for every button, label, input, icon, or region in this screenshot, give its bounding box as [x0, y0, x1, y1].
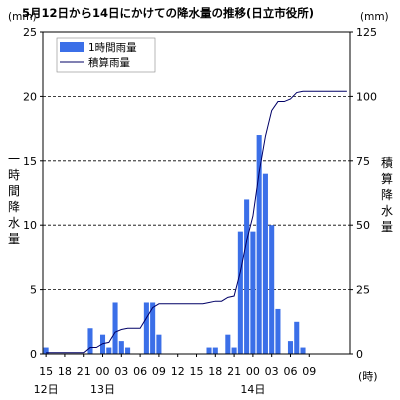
rain-bar	[212, 347, 218, 354]
x-tick-label: 15	[39, 365, 53, 378]
rain-bar	[125, 347, 131, 354]
legend-line-label: 積算雨量	[88, 56, 130, 69]
rain-bar	[275, 308, 281, 354]
rain-bar	[156, 334, 162, 354]
x-tick-label: 03	[114, 365, 128, 378]
right-tick-label: 125	[356, 26, 377, 39]
rain-bar	[294, 321, 300, 354]
right-tick-label: 50	[356, 219, 370, 232]
left-tick-label: 20	[23, 90, 37, 103]
date-label: 12日	[34, 383, 59, 396]
x-tick-label: 00	[96, 365, 110, 378]
left-axis-label-char: 水	[8, 216, 20, 230]
right-tick-label: 100	[356, 90, 377, 103]
left-tick-label: 15	[23, 155, 37, 168]
rain-bar	[143, 302, 149, 354]
x-tick-label: 00	[246, 365, 260, 378]
cumulative-line	[46, 90, 347, 354]
rain-bar	[106, 347, 112, 354]
x-tick-label: 21	[227, 365, 241, 378]
rain-bar	[262, 173, 268, 354]
rain-bar	[269, 225, 275, 354]
x-tick-label: 09	[302, 365, 316, 378]
plot-frame	[42, 31, 351, 355]
left-tick-label: 25	[23, 26, 37, 39]
axes	[40, 31, 353, 357]
rain-bar	[256, 135, 262, 354]
right-axis-label-char: 算	[381, 171, 393, 186]
rain-bar	[300, 347, 306, 354]
left-axis-label-char: 一	[8, 152, 20, 166]
rain-bar	[206, 347, 212, 354]
x-tick-label: 15	[190, 365, 204, 378]
left-axis-unit: (mm)	[8, 11, 37, 23]
rain-bar	[87, 328, 93, 354]
x-tick-label: 18	[208, 365, 222, 378]
right-axis-label-char: 水	[381, 204, 393, 218]
rain-bar	[112, 302, 118, 354]
left-axis-label-char: 間	[8, 184, 20, 198]
x-tick-label: 06	[283, 365, 297, 378]
rain-bar	[250, 231, 256, 354]
chart-title: 5月12日から14日にかけての降水量の推移(日立市役所)	[22, 6, 314, 20]
x-tick-label: 18	[58, 365, 72, 378]
x-tick-label: 03	[265, 365, 279, 378]
rain-bar	[118, 341, 124, 354]
right-tick-label: 0	[356, 348, 363, 361]
hourly-bars	[43, 135, 306, 354]
left-tick-labels: 0 5 10 15 20 25	[23, 26, 37, 361]
left-tick-label: 0	[30, 348, 37, 361]
legend-bar-swatch	[60, 42, 84, 52]
date-labels: 12日 13日 14日	[34, 383, 266, 396]
right-axis-label-char: 積	[381, 155, 393, 170]
date-label: 13日	[90, 383, 115, 396]
left-tick-label: 5	[30, 284, 37, 297]
legend-bar-label: 1時間雨量	[88, 42, 137, 54]
rain-bar	[43, 347, 49, 354]
left-axis-label-char: 量	[8, 232, 20, 246]
x-tick-label: 21	[77, 365, 91, 378]
rain-bar	[244, 199, 250, 354]
rain-bar	[237, 231, 243, 354]
legend: 1時間雨量 積算雨量	[56, 37, 156, 73]
rain-bar	[150, 302, 156, 354]
right-axis-unit: (mm)	[360, 11, 389, 23]
right-axis-label-char: 量	[381, 220, 393, 234]
rain-bar	[99, 334, 106, 354]
right-axis-label-char: 降	[381, 188, 393, 202]
x-axis-unit: (時)	[358, 370, 378, 383]
rain-bar	[225, 334, 231, 354]
x-tick-labels: 15 18 21 00 03 06 09 12 15 18 21 00 03 06 09	[39, 365, 316, 378]
right-tick-labels: 0 25 50 75 100 125	[356, 26, 377, 361]
rain-bar	[287, 341, 294, 354]
left-tick-label: 10	[23, 219, 37, 232]
right-tick-label: 75	[356, 155, 370, 168]
date-label: 14日	[240, 383, 265, 396]
left-axis-label-char: 降	[8, 200, 20, 214]
right-tick-label: 25	[356, 284, 370, 297]
left-axis-label-char: 時	[8, 168, 20, 182]
rain-bar	[231, 347, 237, 354]
x-tick-label: 12	[171, 365, 185, 378]
x-tick-label: 09	[152, 365, 166, 378]
gridlines	[43, 96, 350, 291]
x-tick-label: 06	[133, 365, 147, 378]
